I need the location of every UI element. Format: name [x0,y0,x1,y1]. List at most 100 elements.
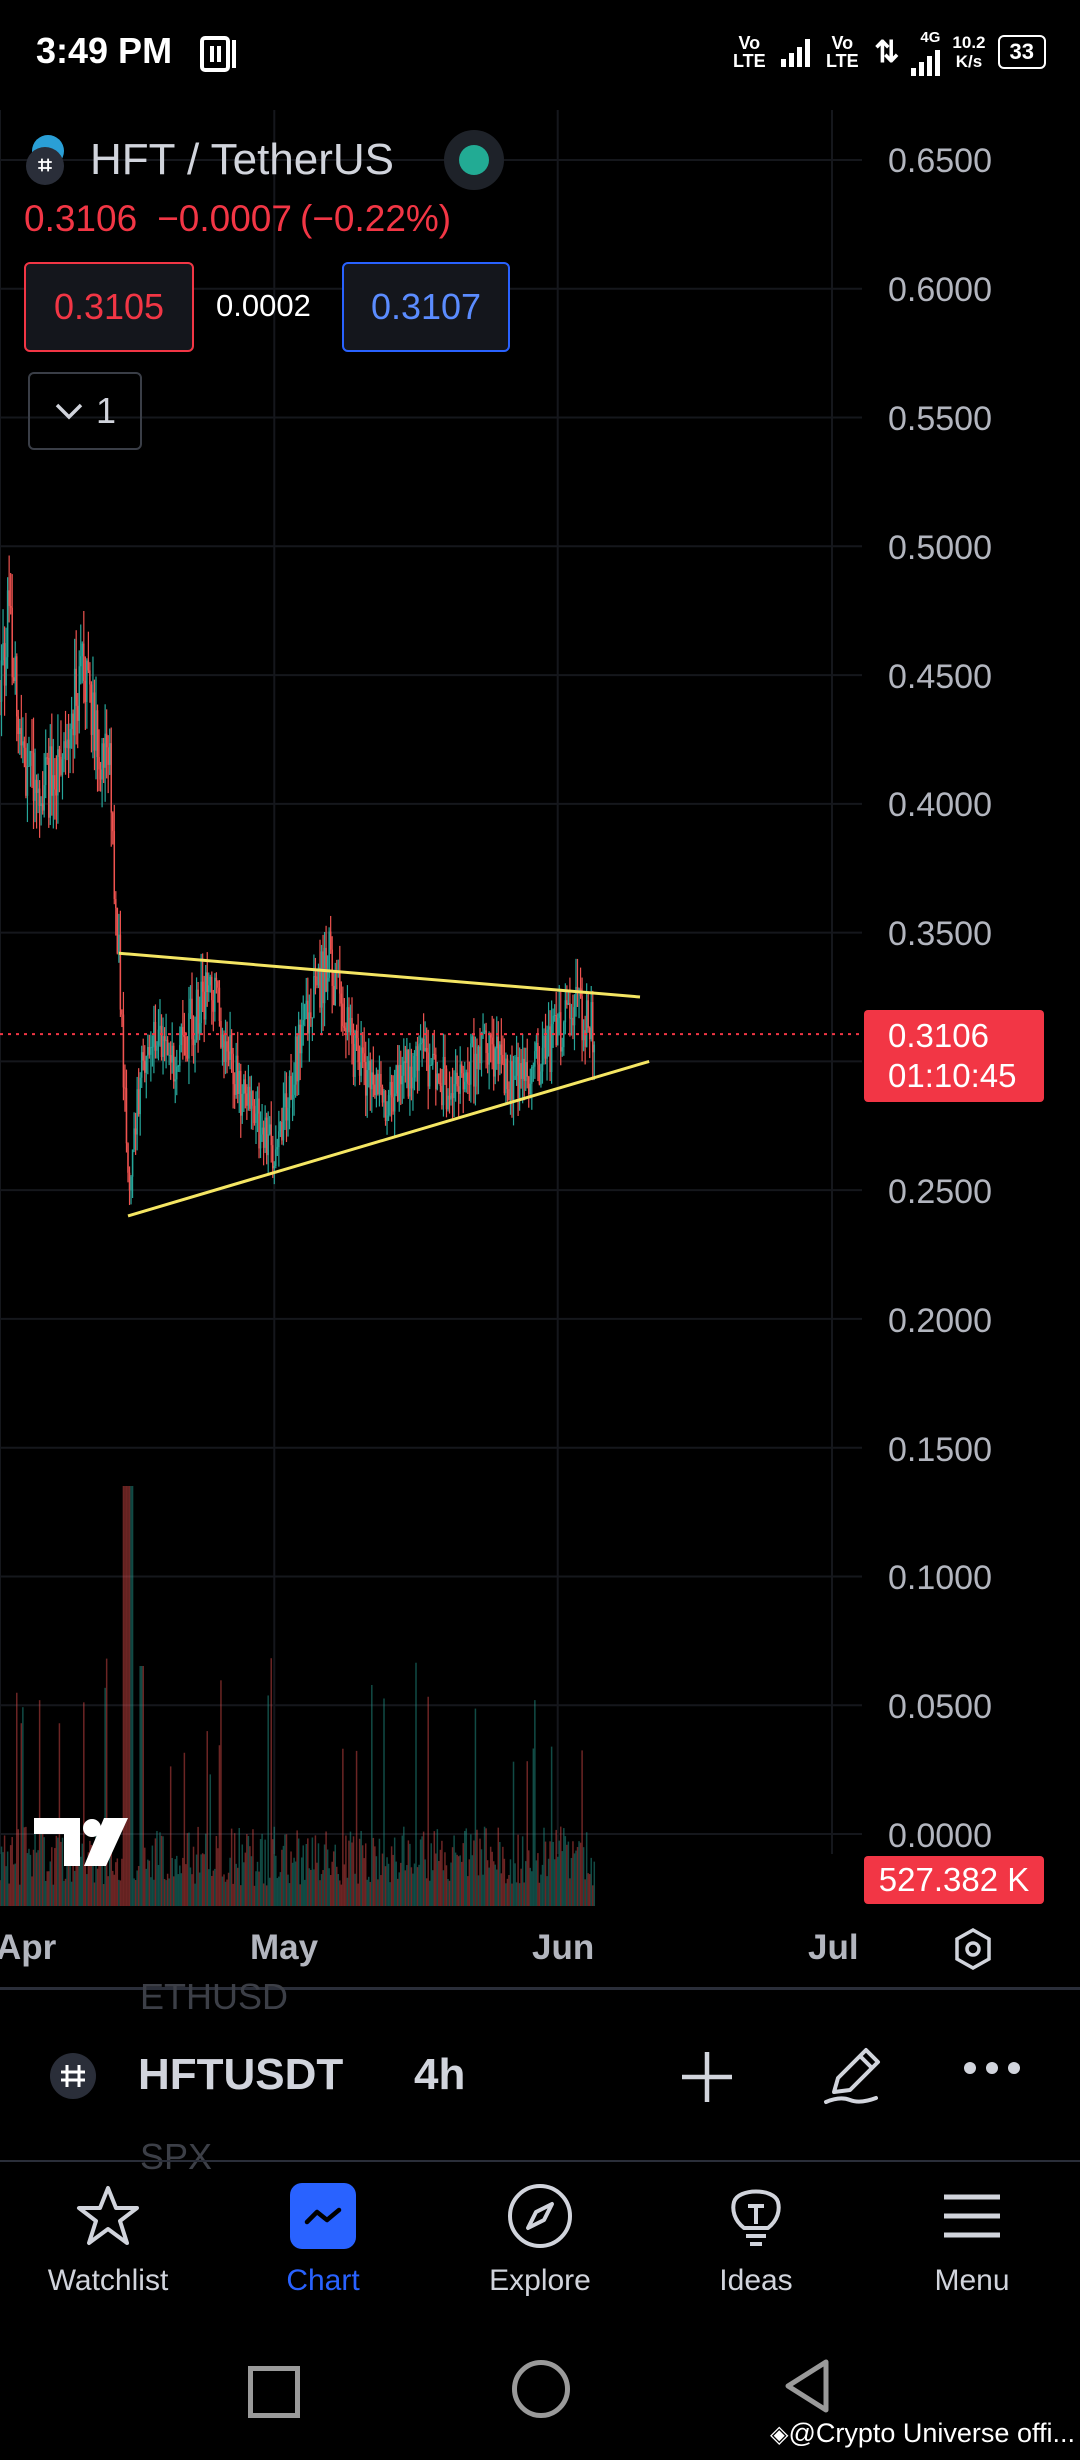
volume-bar [73,1870,76,1906]
candle-body [41,803,44,811]
sell-button[interactable]: 0.3105 [24,262,194,352]
volume-bar [384,1866,387,1906]
candle-body [502,1054,504,1064]
volume-bar [23,1827,26,1906]
candle-body [159,1025,161,1030]
volume-bar [279,1872,282,1906]
candle-body [497,1036,500,1064]
candle-body [16,656,18,717]
volume-bar [368,1876,370,1906]
price-chart[interactable] [0,110,1080,1910]
volume-bar [556,1856,559,1906]
home-button[interactable] [512,2360,570,2418]
volume-bar [35,1852,38,1906]
candle-body [485,1030,487,1053]
buy-button[interactable]: 0.3107 [342,262,510,352]
drawing-tools-icon[interactable] [820,2040,890,2115]
volume-bar [137,1866,140,1906]
recent-apps-button[interactable] [248,2366,300,2418]
nav-menu[interactable]: Menu [872,2176,1072,2298]
candle-body [491,1037,493,1045]
candle-body [227,1051,230,1060]
candle-body [305,1000,308,1005]
volume-bar [244,1852,247,1906]
volume-bar [448,1880,451,1906]
candle-body [48,757,50,818]
candle-body [215,977,218,982]
candle-body [61,759,64,775]
indicators-count: 1 [95,390,117,431]
candle-body [35,779,38,793]
back-button[interactable] [782,2358,832,2419]
volume-bar [549,1841,551,1906]
candle-body [308,1012,311,1034]
symbol-logo-icon[interactable] [50,2053,96,2099]
volume-bar [287,1874,289,1906]
volume-bar [374,1846,376,1906]
candle-body [328,931,330,978]
volume-bar [6,1851,9,1906]
nav-watchlist[interactable]: Watchlist [8,2176,208,2298]
nav-ideas[interactable]: Ideas [656,2176,856,2298]
volume-bar [404,1870,407,1906]
candle-body [243,1079,245,1094]
symbol-header[interactable]: ⌗ HFT / TetherUS [26,130,505,190]
volume-bar [460,1861,463,1906]
volume-bar [300,1857,303,1906]
volume-bar [268,1877,271,1906]
nav-chart[interactable]: Chart [223,2176,423,2298]
candle-body [570,1017,573,1019]
volume-bar [529,1867,532,1906]
volume-bar [329,1875,332,1906]
volume-bar [197,1826,199,1906]
last-price-tag: 0.3106 01:10:45 [864,1010,1044,1102]
more-options-icon[interactable] [962,2060,1022,2081]
volume-bar [447,1879,449,1906]
candle-body [465,1072,468,1082]
candle-body [588,1027,591,1040]
add-icon[interactable] [678,2048,736,2111]
chart-icon [290,2183,356,2249]
volume-bar [147,1859,149,1906]
candle-body [361,1047,364,1054]
candle-body [556,1017,559,1046]
volume-bar [128,1486,131,1906]
candle-body [174,1079,176,1082]
nav-explore[interactable]: Explore [440,2176,640,2298]
volume-bar [142,1666,144,1906]
candle-body [387,1095,390,1116]
price-label: 0.0000 [888,1817,992,1855]
volume-bar [319,1880,321,1906]
volume-bar [473,1840,475,1906]
sim-card-icon [200,36,240,77]
candle-body [366,1070,368,1096]
candle-body [302,1020,304,1025]
candle-body [76,705,79,721]
volume-bar [180,1873,183,1906]
volume-bar [139,1666,141,1906]
volume-bar [195,1854,198,1906]
candle-body [214,977,216,1012]
symbol-search-button[interactable]: HFTUSDT [138,2050,344,2099]
candle-body [166,1039,169,1056]
candle-body [541,1047,544,1072]
candle-body [212,1000,215,1012]
candle-body [470,1043,472,1085]
candle-body [60,756,62,775]
volume-bar [84,1865,87,1906]
volume-bar [561,1851,564,1906]
volume-bar [223,1874,225,1906]
volume-bar [189,1867,192,1906]
volume-bar [339,1880,341,1906]
volume-bar [492,1861,495,1906]
chart-settings-icon[interactable] [950,1926,996,1977]
volume-bar [118,1879,120,1906]
volume-bar [438,1860,440,1906]
volume-bar [573,1853,576,1906]
interval-button[interactable]: 4h [414,2050,466,2099]
indicators-toggle-button[interactable]: 1 [28,372,142,450]
volume-bar [558,1840,560,1906]
candle-body [208,985,210,993]
market-status-icon[interactable] [444,130,505,190]
candle-body [230,1034,233,1054]
